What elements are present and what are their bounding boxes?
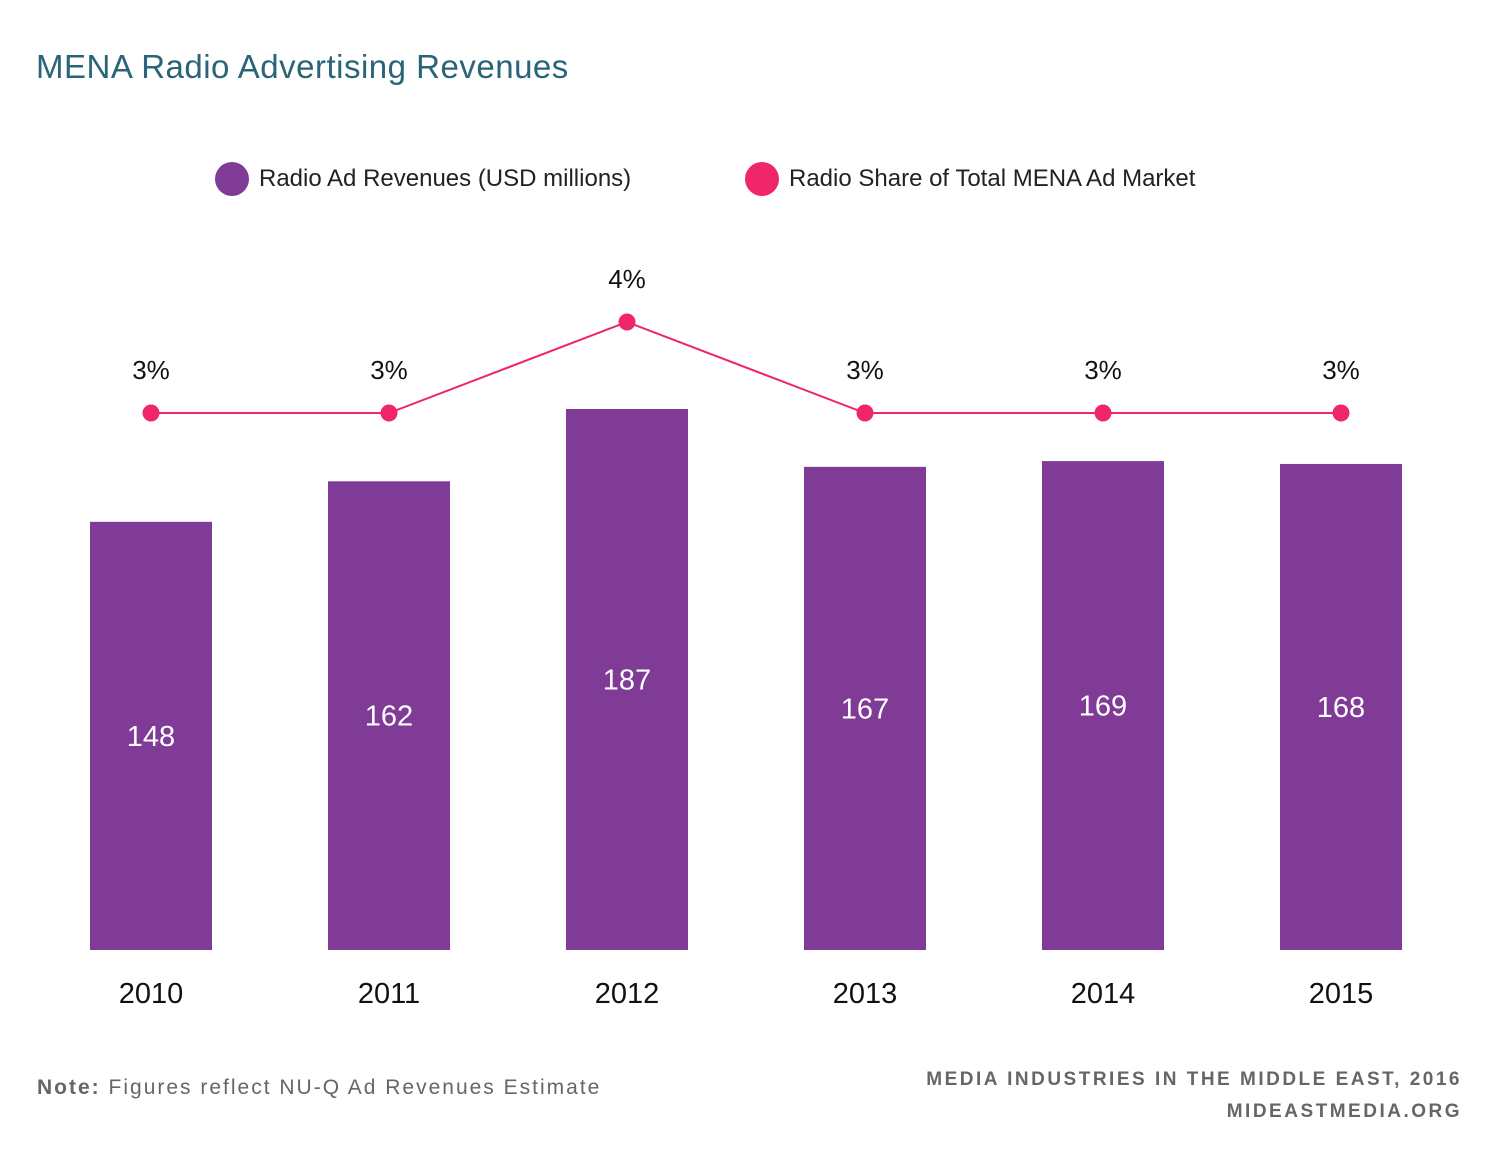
- share-point-2013: [856, 404, 874, 422]
- legend-item-revenues: Radio Ad Revenues (USD millions): [215, 162, 631, 196]
- share-label-2010: 3%: [132, 355, 170, 385]
- bar-value-label-2014: 169: [1079, 691, 1127, 723]
- note-text: Figures reflect NU-Q Ad Revenues Estimat…: [108, 1076, 602, 1099]
- bar-2011: [328, 481, 450, 950]
- bar-2013: [804, 466, 926, 950]
- legend-label-revenues: Radio Ad Revenues (USD millions): [259, 165, 632, 192]
- bar-value-label-2010: 148: [127, 721, 175, 753]
- footer-note: Note: Figures reflect NU-Q Ad Revenues E…: [37, 1076, 601, 1100]
- bar-2014: [1042, 461, 1164, 950]
- x-tick-label-2014: 2014: [1071, 978, 1136, 1010]
- share-label-2012: 4%: [608, 264, 646, 294]
- x-tick-label-2015: 2015: [1309, 978, 1374, 1010]
- bar-value-label-2015: 168: [1317, 692, 1365, 724]
- source-publication: MEDIA INDUSTRIES IN THE MIDDLE EAST, 201…: [926, 1069, 1462, 1090]
- share-point-2012: [618, 313, 636, 331]
- source-credit: MEDIA INDUSTRIES IN THE MIDDLE EAST, 201…: [926, 1064, 1462, 1128]
- share-point-2010: [142, 404, 160, 422]
- chart-title: MENA Radio Advertising Revenues: [36, 48, 569, 85]
- share-line: [151, 320, 1341, 414]
- share-label-2015: 3%: [1322, 355, 1360, 385]
- bar-value-label-2011: 162: [365, 701, 413, 733]
- share-label-2014: 3%: [1084, 355, 1122, 385]
- legend: Radio Ad Revenues (USD millions) Radio S…: [0, 162, 1500, 202]
- legend-swatch-revenues: [215, 162, 249, 196]
- bar-2015: [1280, 463, 1402, 950]
- legend-swatch-share: [745, 162, 779, 196]
- bar-2010: [90, 521, 212, 950]
- x-tick-label-2012: 2012: [595, 978, 660, 1010]
- x-tick-label-2010: 2010: [119, 978, 184, 1010]
- share-point-2015: [1332, 404, 1350, 422]
- share-point-2011: [380, 404, 398, 422]
- source-website: MIDEASTMEDIA.ORG: [1226, 1101, 1462, 1122]
- x-tick-label-2011: 2011: [358, 978, 420, 1010]
- bar-value-label-2013: 167: [841, 693, 889, 725]
- bar-value-label-2012: 187: [603, 665, 651, 697]
- legend-item-share: Radio Share of Total MENA Ad Market: [745, 162, 1195, 196]
- share-point-2014: [1094, 404, 1112, 422]
- bar-2012: [566, 409, 688, 950]
- note-label: Note:: [37, 1076, 101, 1099]
- share-label-2013: 3%: [846, 355, 884, 385]
- share-label-2011: 3%: [370, 355, 408, 385]
- legend-label-share: Radio Share of Total MENA Ad Market: [789, 165, 1196, 192]
- x-tick-label-2013: 2013: [833, 978, 898, 1010]
